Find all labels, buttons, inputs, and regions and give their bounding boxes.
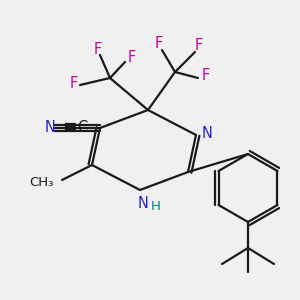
- Text: F: F: [202, 68, 210, 83]
- Text: F: F: [128, 50, 136, 64]
- Text: N: N: [202, 125, 212, 140]
- Text: F: F: [70, 76, 78, 92]
- Text: F: F: [155, 37, 163, 52]
- Text: H: H: [151, 200, 161, 212]
- Text: C: C: [77, 119, 87, 134]
- Text: ≡: ≡: [62, 118, 76, 136]
- Text: N: N: [45, 119, 56, 134]
- Text: F: F: [195, 38, 203, 53]
- Text: CH₃: CH₃: [30, 176, 54, 188]
- Text: F: F: [94, 41, 102, 56]
- Text: N: N: [138, 196, 148, 211]
